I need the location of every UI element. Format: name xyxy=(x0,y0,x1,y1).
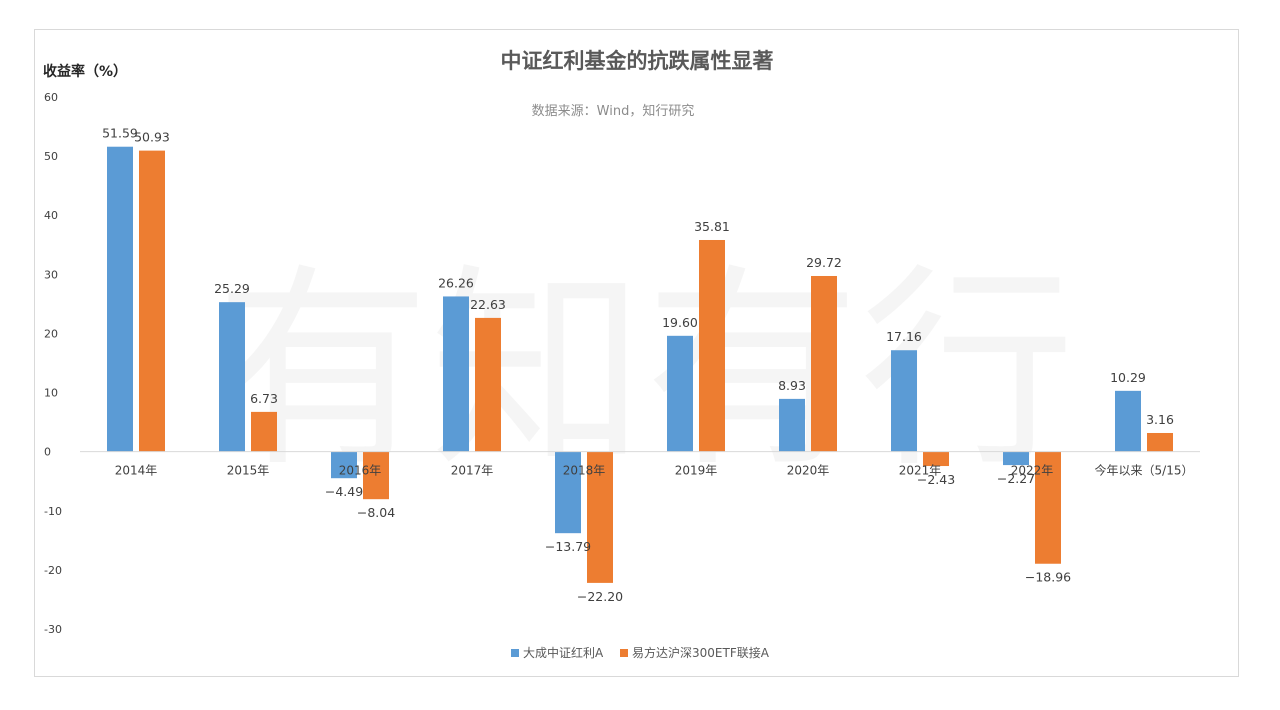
y-tick-label: -10 xyxy=(44,505,62,518)
data-label: −4.49 xyxy=(325,484,363,499)
chart-frame xyxy=(34,29,1239,677)
legend-swatch xyxy=(620,649,628,657)
bar-series1 xyxy=(1115,390,1141,452)
bar-series1 xyxy=(891,350,917,452)
x-tick-label: 2016年 xyxy=(339,464,382,478)
data-label: 3.16 xyxy=(1146,412,1174,427)
legend-label: 大成中证红利A xyxy=(523,645,604,660)
x-tick-label: 2020年 xyxy=(787,464,830,478)
bar-series2 xyxy=(923,451,949,467)
data-label: −2.43 xyxy=(917,472,955,487)
data-label: −8.04 xyxy=(357,505,395,520)
bar-series1 xyxy=(779,398,805,452)
y-tick-label: 0 xyxy=(44,446,51,459)
legend: 大成中证红利A 易方达沪深300ETF联接A xyxy=(511,645,770,660)
chart-subtitle: 数据来源：Wind，知行研究 xyxy=(532,103,695,119)
x-axis-ticks: 2014年 2015年 2016年 2017年 2018年 2019年 2020年 2021年… xyxy=(115,463,1194,478)
x-tick-label: 2018年 xyxy=(563,464,606,478)
y-tick-label: 20 xyxy=(44,327,58,340)
bar-series2 xyxy=(1035,451,1061,564)
bar-series1 xyxy=(1003,451,1029,466)
bar-series2 xyxy=(811,275,837,452)
y-tick-label: 10 xyxy=(44,387,58,400)
bars xyxy=(107,146,1173,583)
y-tick-label: 60 xyxy=(44,91,58,104)
bar-series2 xyxy=(251,411,277,452)
bar-series1 xyxy=(219,302,245,452)
data-label: 35.81 xyxy=(694,219,730,234)
x-tick-label: 今年以来（5/15） xyxy=(1095,463,1194,478)
y-tick-label: -20 xyxy=(44,564,62,577)
data-label: 10.29 xyxy=(1110,370,1146,385)
bar-series2 xyxy=(363,451,389,500)
data-label: 50.93 xyxy=(134,130,170,145)
bar-series1 xyxy=(667,335,693,452)
data-label: −13.79 xyxy=(545,539,591,554)
data-label: 51.59 xyxy=(102,126,138,141)
x-tick-label: 2019年 xyxy=(675,464,718,478)
data-label: −18.96 xyxy=(1025,570,1071,585)
bar-series1 xyxy=(443,296,469,452)
data-label: 6.73 xyxy=(250,391,278,406)
x-tick-label: 2021年 xyxy=(899,464,942,478)
legend-label: 易方达沪深300ETF联接A xyxy=(632,645,770,660)
bar-series2 xyxy=(587,451,613,583)
legend-swatch xyxy=(511,649,519,657)
data-label: 26.26 xyxy=(438,275,474,290)
bar-series1 xyxy=(555,451,581,534)
data-label: 8.93 xyxy=(778,378,806,393)
bar-series2 xyxy=(1147,432,1173,452)
bar-series2 xyxy=(475,317,501,452)
data-label: 29.72 xyxy=(806,255,842,270)
data-label: 22.63 xyxy=(470,297,506,312)
bar-series1 xyxy=(107,146,133,452)
chart-title: 中证红利基金的抗跌属性显著 xyxy=(501,49,774,73)
data-label: −2.27 xyxy=(997,471,1035,486)
y-axis-label: 收益率（%） xyxy=(43,63,127,80)
data-label: 17.16 xyxy=(886,329,922,344)
x-tick-label: 2014年 xyxy=(115,464,158,478)
x-tick-label: 2022年 xyxy=(1011,464,1054,478)
bar-series1 xyxy=(331,451,357,479)
x-tick-label: 2015年 xyxy=(227,464,270,478)
bar-series2 xyxy=(699,239,725,452)
x-tick-label: 2017年 xyxy=(451,464,494,478)
y-tick-label: 40 xyxy=(44,209,58,222)
y-tick-label: -30 xyxy=(44,623,62,636)
y-tick-label: 30 xyxy=(44,268,58,281)
data-label: −22.20 xyxy=(577,589,623,604)
y-axis-ticks: 60 50 40 30 20 10 0 -10 -20 -30 xyxy=(44,91,62,636)
y-tick-label: 50 xyxy=(44,150,58,163)
data-label: 25.29 xyxy=(214,281,250,296)
bar-series2 xyxy=(139,150,165,452)
data-label: 19.60 xyxy=(662,315,698,330)
